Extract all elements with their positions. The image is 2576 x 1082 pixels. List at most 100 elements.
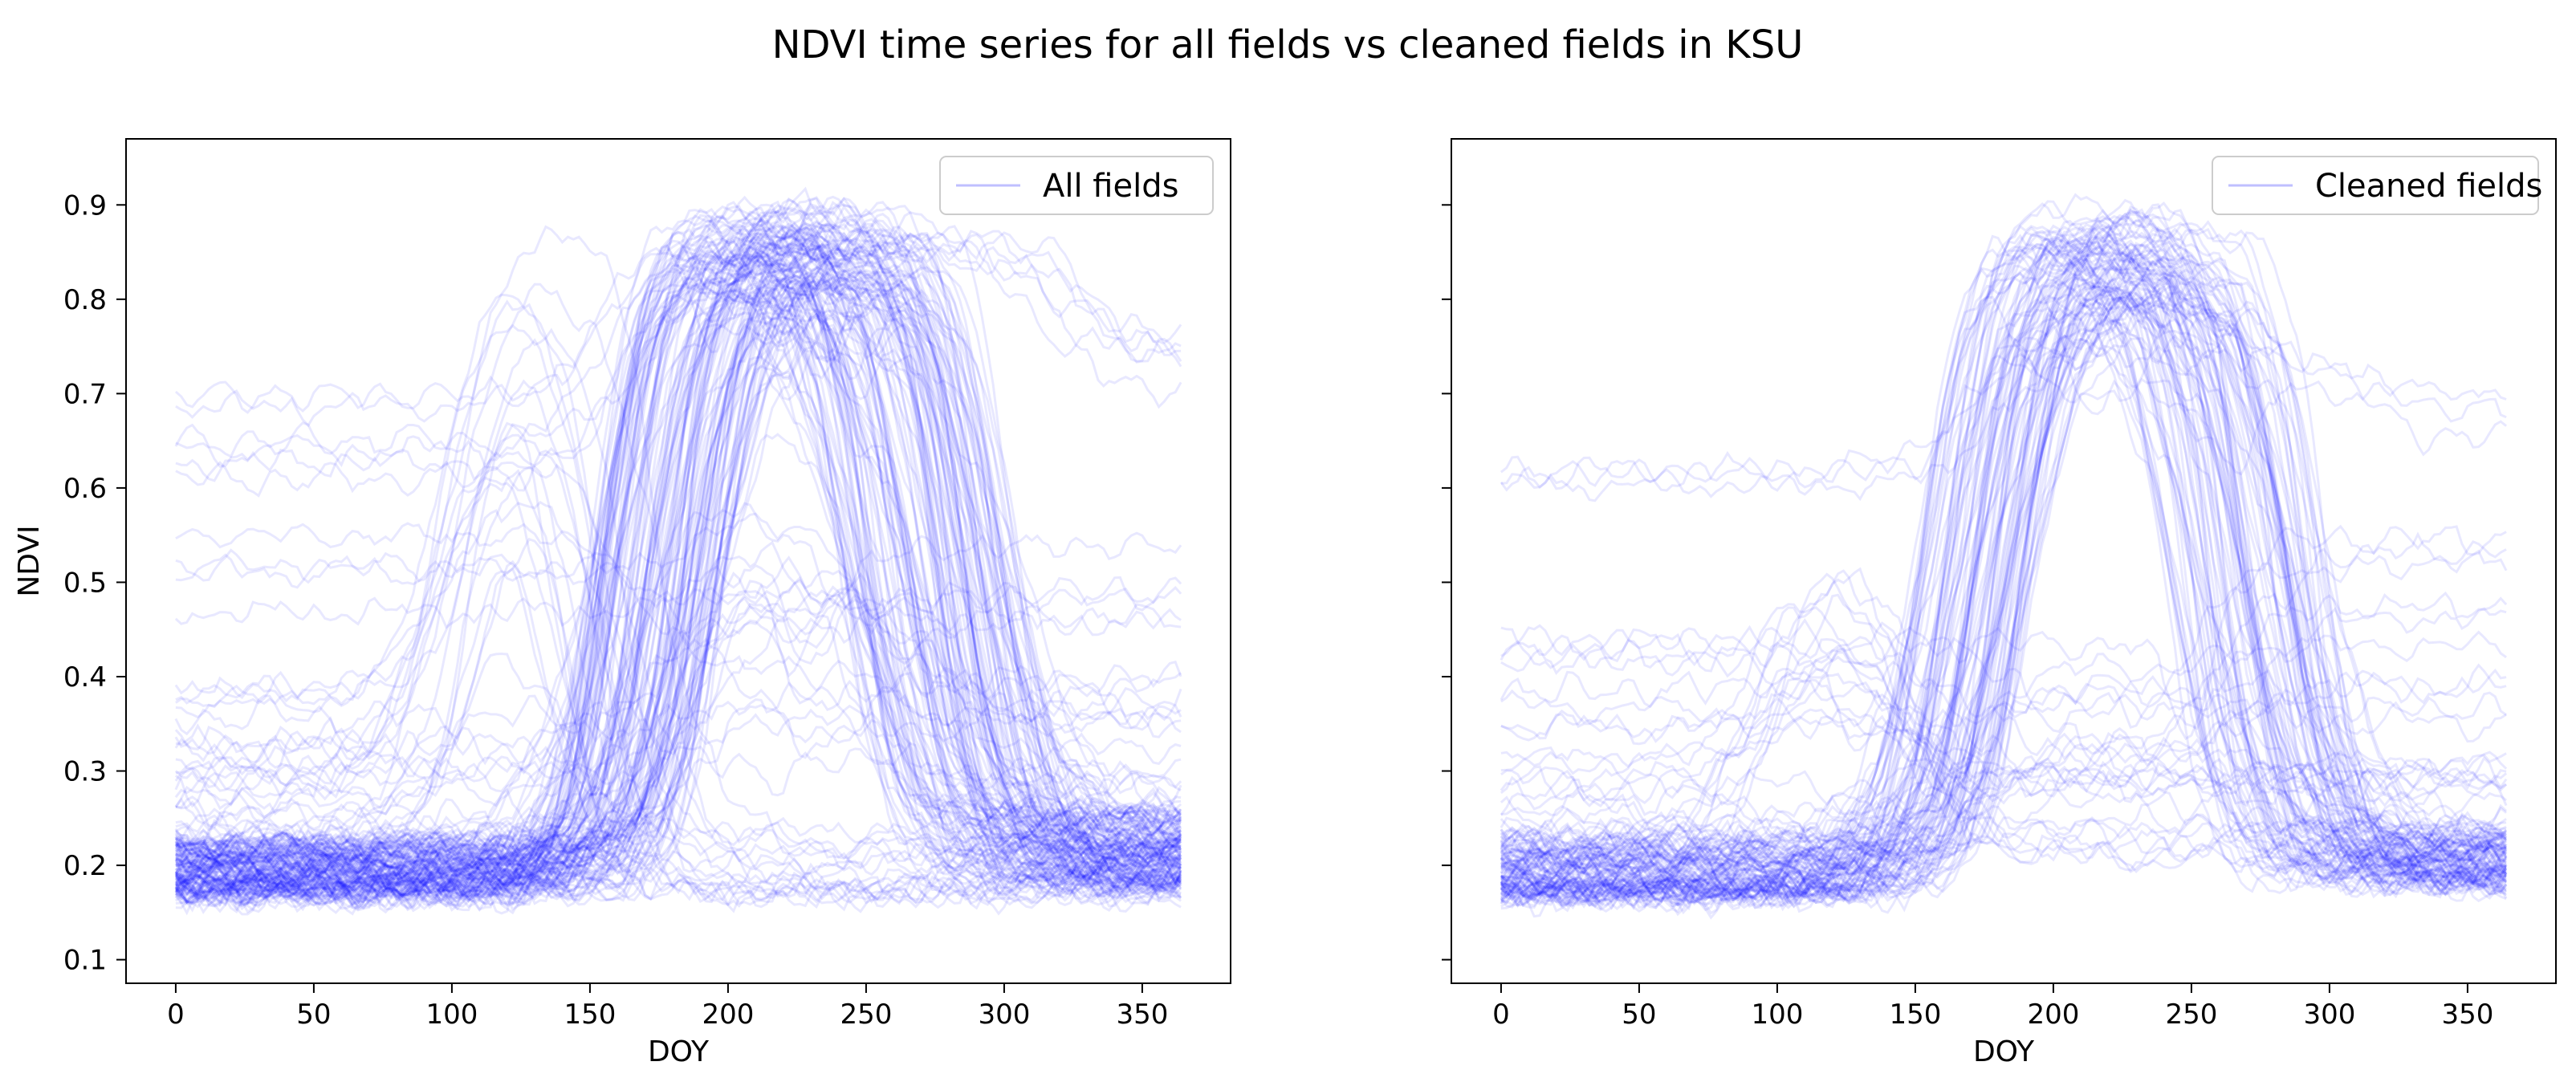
series-line-summer_crop-59 (1500, 260, 2507, 905)
series-line-low_vegetation-168 (175, 608, 1182, 854)
series-line-summer_crop-103 (174, 219, 1182, 916)
series-line-low_vegetation-163 (174, 700, 1182, 796)
series-line-summer_crop-1 (175, 372, 1182, 913)
series-line-summer_crop-96 (174, 272, 1182, 872)
series-line-summer_crop-56 (1500, 242, 2508, 909)
legend-box (2212, 156, 2539, 215)
series-line-summer_crop-34 (1500, 235, 2507, 905)
legend-label: Cleaned fields (2315, 168, 2542, 205)
series-line-perennial-172 (174, 221, 1182, 414)
series-line-summer_crop-47 (1500, 248, 2508, 875)
series-line-low_vegetation-160 (174, 572, 1182, 770)
series-line-summer_crop-72 (1500, 241, 2508, 913)
series-line-summer_crop-48 (1500, 214, 2508, 875)
axes-frame (125, 138, 1231, 984)
series-line-summer_crop-38 (174, 270, 1182, 869)
series-line-summer_crop-95 (1500, 281, 2507, 908)
series-line-early_rise-102 (1500, 707, 2507, 807)
series-line-summer_crop-70 (1500, 233, 2508, 870)
series-line-summer_crop-25 (175, 266, 1182, 898)
x-tick-label: 0 (1492, 999, 1510, 1031)
series-line-summer_crop-63 (1500, 250, 2507, 870)
series-line-low_vegetation-119 (1500, 547, 2508, 743)
series-line-summer_crop-85 (1500, 293, 2507, 896)
series-line-summer_crop-58 (1500, 240, 2508, 881)
series-line-summer_crop-49 (1500, 193, 2508, 902)
series-line-summer_crop-86 (175, 433, 1182, 902)
series-line-summer_crop-13 (1500, 217, 2507, 887)
series-line-summer_crop-60 (175, 224, 1182, 861)
series-line-summer_crop-62 (174, 298, 1182, 882)
series-line-summer_crop-107 (174, 262, 1182, 900)
series-line-summer_crop-88 (175, 274, 1182, 871)
series-line-spring_crop-136 (175, 567, 1182, 844)
series-line-summer_crop-27 (175, 246, 1182, 889)
series-line-summer_crop-58 (175, 219, 1182, 914)
series-line-summer_crop-83 (1500, 248, 2507, 898)
series-line-summer_crop-14 (1500, 279, 2507, 895)
series-line-summer_crop-22 (1500, 203, 2507, 897)
series-line-summer_crop-122 (175, 320, 1182, 911)
series-line-low_vegetation-156 (175, 555, 1182, 769)
series-line-summer_crop-70 (175, 233, 1182, 889)
series-line-early_rise-101 (1500, 603, 2508, 789)
series-line-summer_crop-8 (1500, 209, 2507, 889)
series-line-summer_crop-35 (1500, 244, 2508, 903)
series-line-summer_crop-59 (175, 238, 1182, 907)
series-line-summer_crop-97 (174, 197, 1182, 898)
series-line-summer_crop-71 (174, 254, 1182, 891)
series-line-summer_crop-76 (1500, 233, 2507, 883)
series-line-perennial-122 (1500, 344, 2507, 490)
legend: All fields (939, 156, 1214, 215)
series-line-summer_crop-127 (175, 259, 1182, 907)
series-line-low_vegetation-116 (1500, 691, 2508, 824)
series-line-summer_crop-116 (175, 208, 1182, 909)
series-line-summer_crop-12 (1500, 270, 2507, 887)
series-line-summer_crop-69 (175, 242, 1182, 858)
series-line-summer_crop-47 (175, 277, 1182, 897)
series-line-low_vegetation-114 (1500, 733, 2507, 859)
series-line-low_vegetation-158 (174, 580, 1182, 665)
series-line-summer_crop-76 (174, 251, 1182, 888)
series-line-summer_crop-52 (175, 285, 1182, 861)
series-line-summer_crop-66 (174, 326, 1182, 866)
series-line-summer_crop-129 (174, 311, 1182, 905)
x-tick-label: 350 (2441, 999, 2493, 1031)
legend-label: All fields (1043, 168, 1178, 205)
series-line-summer_crop-26 (175, 296, 1182, 887)
series-line-summer_crop-83 (174, 266, 1182, 901)
series-line-summer_crop-77 (174, 234, 1182, 889)
series-line-summer_crop-93 (174, 242, 1182, 894)
y-tick-label: 0.8 (63, 284, 107, 316)
series-line-summer_crop-89 (175, 293, 1182, 896)
series-line-early_rise-109 (1500, 654, 2508, 879)
series-line-summer_crop-19 (174, 234, 1182, 914)
series-line-summer_crop-36 (1500, 235, 2507, 888)
series-line-spring_crop-146 (174, 283, 1182, 876)
series-line-low_vegetation-112 (1500, 663, 2507, 834)
series-line-summer_crop-20 (175, 221, 1182, 877)
series-line-low_vegetation-115 (1500, 639, 2507, 772)
series-line-spring_crop-141 (174, 225, 1182, 871)
legend-box (939, 156, 1214, 215)
series-line-summer_crop-24 (1500, 254, 2507, 913)
series-line-low_vegetation-113 (1500, 668, 2507, 869)
series-line-early_rise-108 (1500, 673, 2507, 876)
series-line-summer_crop-15 (1500, 235, 2507, 908)
series-line-summer_crop-31 (175, 256, 1182, 898)
series-line-low_vegetation-153 (175, 548, 1182, 744)
series-line-summer_crop-54 (1500, 248, 2507, 908)
y-tick-label: 0.4 (63, 661, 107, 694)
series-line-summer_crop-114 (174, 186, 1182, 890)
series-line-summer_crop-78 (174, 290, 1182, 864)
series-line-low_vegetation-110 (1500, 531, 2507, 741)
series-line-summer_crop-78 (1500, 277, 2507, 902)
figure-title: NDVI time series for all fields vs clean… (772, 22, 1804, 67)
series-line-summer_crop-63 (174, 246, 1182, 902)
series-line-summer_crop-35 (174, 258, 1182, 882)
series-line-summer_crop-81 (1500, 214, 2507, 909)
series-line-summer_crop-23 (175, 238, 1182, 885)
series-line-summer_crop-108 (175, 208, 1182, 914)
